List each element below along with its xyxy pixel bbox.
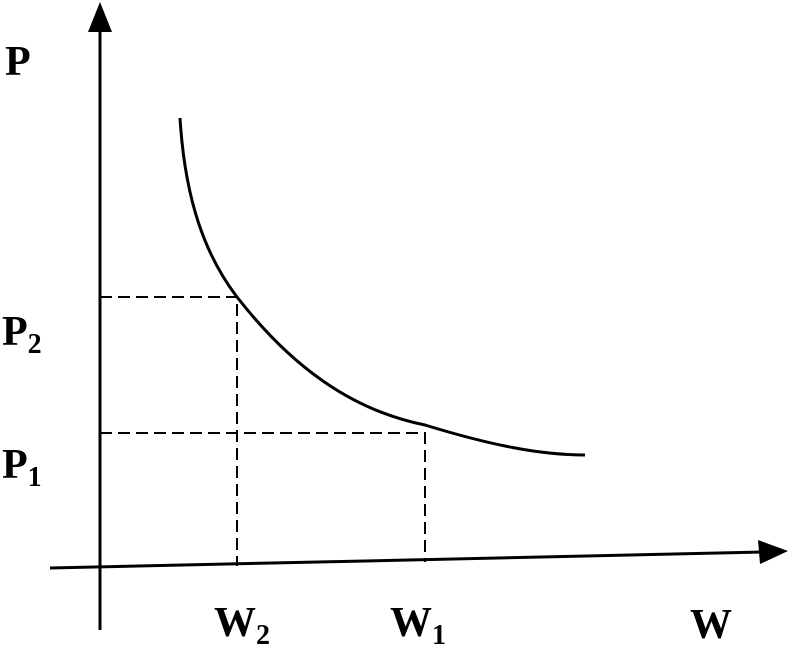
w1-main: W [390,600,432,646]
p2-sub: 2 [28,329,42,360]
p2-label: P2 [2,309,42,360]
p1-main: P [2,442,28,488]
w2-sub: 2 [256,620,270,650]
w1-sub: 1 [432,620,446,650]
p2-main: P [2,309,28,355]
y-axis-label: P [5,39,31,85]
w2-main: W [214,600,256,646]
w1-label: W1 [390,600,446,650]
x-axis [49,550,766,570]
y-axis-arrow [88,2,112,32]
guide-1 [100,432,426,562]
p1-label: P1 [2,442,42,493]
curve [178,117,586,457]
x-axis-label: W [690,602,732,648]
x-axis-arrow [758,540,788,564]
p1-sub: 1 [28,462,42,493]
w2-label: W2 [214,600,270,650]
guide-2 [100,296,238,566]
